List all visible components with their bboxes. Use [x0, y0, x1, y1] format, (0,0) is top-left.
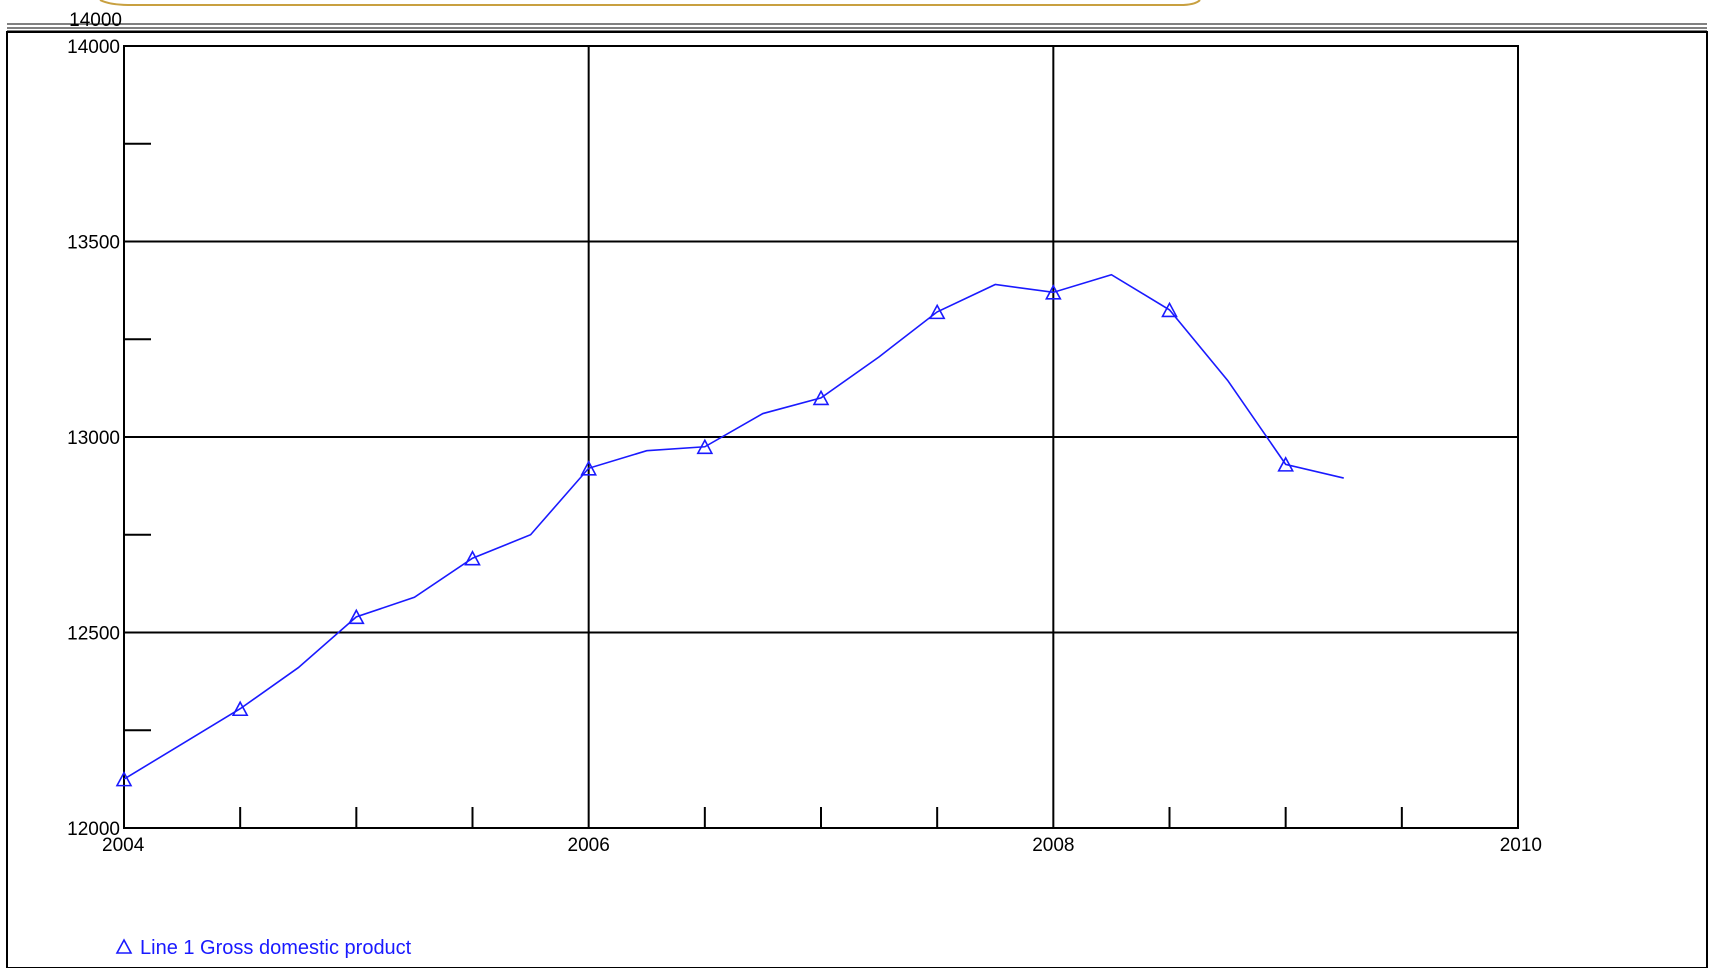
series-line-0	[123, 273, 1344, 780]
y-axis-tick-labels: 12000 12500 13000 13500 14000 14000	[67, 10, 122, 840]
data-point-marker-14	[928, 303, 946, 320]
y-tick-label-0: 12000	[67, 819, 120, 840]
data-point-marker-6	[464, 550, 481, 566]
y-tick-label-1: 12500	[67, 624, 120, 645]
plot-area	[123, 45, 1519, 829]
top-panel-tab	[99, 0, 1201, 6]
data-point-marker-2	[231, 700, 249, 717]
data-point-marker-20	[1277, 456, 1295, 472]
data-point-marker-12	[812, 389, 830, 406]
data-point-marker-4	[347, 608, 365, 625]
x-tick-label-3: 2010	[1500, 835, 1542, 856]
y-tick-label-3: 13500	[67, 233, 120, 254]
grid-layer	[124, 46, 1518, 828]
y-tick-label-4: 14000	[67, 37, 120, 58]
x-tick-label-2: 2008	[1032, 835, 1074, 856]
data-point-marker-16	[1044, 284, 1062, 300]
data-point-marker-8	[580, 460, 598, 476]
legend-triangle-icon	[115, 938, 133, 954]
top-panel-y-label: 14000	[69, 10, 122, 31]
chart-window-frame	[6, 31, 1708, 968]
legend: Line 1 Gross domestic product	[115, 937, 412, 959]
x-tick-label-1: 2006	[568, 835, 610, 856]
data-point-marker-0	[115, 770, 133, 787]
legend-entry-label: Line 1 Gross domestic product	[140, 937, 412, 959]
y-tick-label-2: 13000	[67, 428, 120, 449]
minor-tick-layer	[124, 142, 1403, 828]
data-point-marker-18	[1161, 301, 1178, 318]
x-tick-label-0: 2004	[102, 835, 145, 856]
series-layer	[115, 273, 1344, 787]
data-point-marker-10	[696, 438, 714, 455]
x-axis-tick-labels: 2004 2006 2008 2010	[102, 835, 1542, 856]
